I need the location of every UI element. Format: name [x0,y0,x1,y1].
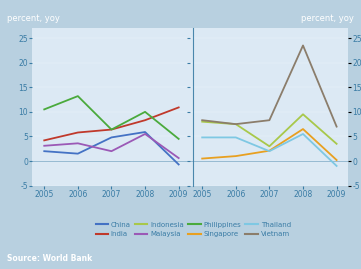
Legend: China, India, Indonesia, Malaysia, Philippines, Singapore, Thailand, Vietnam: China, India, Indonesia, Malaysia, Phili… [93,219,293,240]
Text: percent, yoy: percent, yoy [301,14,354,23]
Text: percent, yoy: percent, yoy [7,14,60,23]
Text: Source: World Bank: Source: World Bank [7,254,92,263]
